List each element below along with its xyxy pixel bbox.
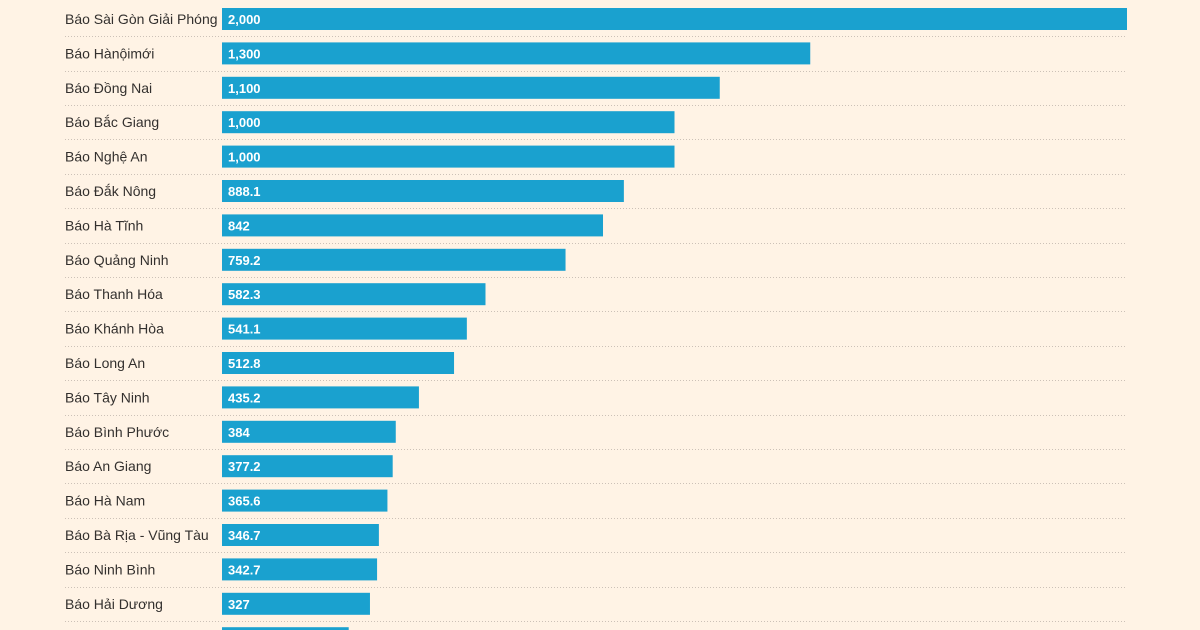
value-label: 342.7	[228, 562, 261, 577]
value-label: 1,300	[228, 46, 261, 61]
bar	[222, 455, 393, 478]
bar	[222, 420, 396, 443]
category-label: Báo Khánh Hòa	[65, 321, 164, 337]
bar	[222, 214, 604, 237]
bar	[222, 8, 1127, 30]
bar	[222, 524, 379, 546]
value-label: 2,000	[228, 12, 261, 27]
bar	[222, 111, 675, 134]
category-label: Báo An Giang	[65, 458, 151, 474]
category-label: Báo Đồng Nai	[65, 80, 152, 96]
value-label: 888.1	[228, 184, 261, 199]
category-label: Báo Tây Ninh	[65, 389, 150, 405]
value-label: 365.6	[228, 494, 261, 509]
category-label: Báo Hànộimới	[65, 45, 154, 61]
bar	[222, 317, 467, 340]
bar	[222, 352, 455, 374]
bar	[222, 283, 486, 306]
category-label: Báo Sài Gòn Giải Phóng	[65, 11, 218, 27]
category-label: Báo Ninh Bình	[65, 561, 155, 577]
category-label: Báo Thanh Hóa	[65, 286, 163, 302]
bar	[222, 592, 370, 615]
category-label: Báo Nghệ An	[65, 149, 148, 165]
bar	[222, 489, 388, 512]
bar	[222, 248, 566, 271]
category-label: Báo Bình Phước	[65, 424, 169, 440]
category-label: Báo Đắk Nông	[65, 183, 156, 199]
bar	[222, 145, 675, 168]
bar	[222, 386, 419, 409]
category-label: Báo Hà Tĩnh	[65, 217, 143, 233]
value-label: 1,100	[228, 81, 261, 96]
value-label: 435.2	[228, 390, 261, 405]
value-label: 384	[228, 425, 250, 440]
category-label: Báo Hà Nam	[65, 493, 145, 509]
bar	[222, 558, 378, 581]
category-label: Báo Bà Rịa - Vũng Tàu	[65, 527, 209, 543]
value-label: 842	[228, 218, 250, 233]
category-label: Báo Hải Dương	[65, 596, 163, 612]
category-label: Báo Bắc Giang	[65, 114, 159, 130]
category-label: Báo Quảng Ninh	[65, 252, 169, 268]
value-label: 582.3	[228, 287, 261, 302]
value-label: 1,000	[228, 115, 261, 130]
value-label: 1,000	[228, 150, 261, 165]
value-label: 541.1	[228, 322, 261, 337]
bar	[222, 42, 811, 65]
value-label: 346.7	[228, 528, 261, 543]
bar	[222, 180, 624, 202]
bar	[222, 627, 349, 630]
value-label: 327	[228, 597, 250, 612]
value-label: 377.2	[228, 459, 261, 474]
category-label: Báo Long An	[65, 355, 145, 371]
value-label: 759.2	[228, 253, 261, 268]
value-label: 512.8	[228, 356, 261, 371]
bar	[222, 76, 720, 99]
